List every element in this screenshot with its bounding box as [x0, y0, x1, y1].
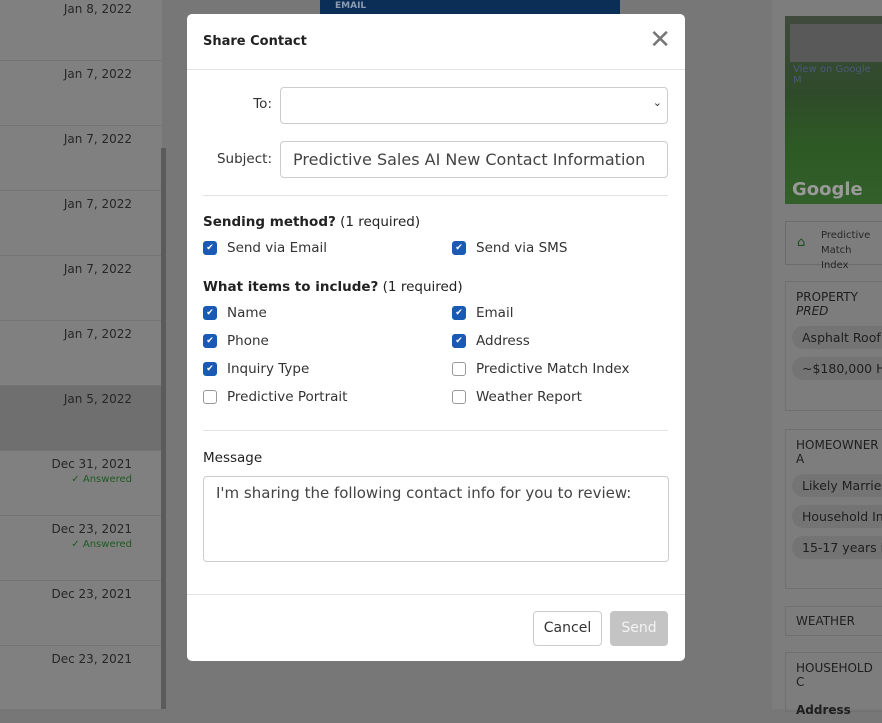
list-item-date: Jan 7, 2022 — [63, 262, 132, 276]
list-item[interactable]: Dec 23, 2021 — [0, 646, 162, 711]
list-item[interactable]: Jan 7, 2022 — [0, 321, 162, 386]
email-section-header: EMAIL — [320, 0, 620, 14]
list-item-date: Dec 31, 2021 — [51, 457, 132, 471]
subject-label: Subject: — [216, 151, 272, 167]
divider — [203, 195, 668, 196]
list-item-date: Jan 8, 2022 — [63, 2, 132, 16]
list-item[interactable]: Jan 7, 2022 — [0, 61, 162, 126]
list-item[interactable]: Jan 8, 2022 — [0, 0, 162, 61]
predictive-match-index-button[interactable]: ⌂ Predictive Match Index — [785, 221, 882, 271]
weather-card[interactable]: WEATHER — [785, 606, 882, 636]
message-textarea[interactable]: I'm sharing the following contact info f… — [203, 476, 669, 562]
checkbox-send-via-sms[interactable]: ✔ Send via SMS — [452, 240, 567, 256]
to-select[interactable]: ⌄ — [280, 87, 668, 124]
checkbox-unchecked-icon[interactable] — [452, 390, 466, 404]
send-button[interactable]: Send — [610, 611, 668, 646]
contact-list: Jan 8, 2022 Jan 7, 2022 Jan 7, 2022 Jan 7, … — [0, 0, 162, 711]
divider — [203, 430, 668, 431]
list-item-date: Jan 7, 2022 — [63, 327, 132, 341]
list-item[interactable]: Jan 7, 2022 — [0, 126, 162, 191]
checkbox-name[interactable]: ✔ Name — [203, 305, 267, 321]
view-on-google-maps-link[interactable]: View on Google M — [793, 64, 871, 86]
blurred-address — [790, 24, 882, 62]
checkbox-checked-icon[interactable]: ✔ — [203, 362, 217, 376]
checkbox-checked-icon[interactable]: ✔ — [203, 306, 217, 320]
close-icon[interactable]: ✕ — [649, 25, 671, 55]
checkbox-email[interactable]: ✔ Email — [452, 305, 513, 321]
list-scrollbar[interactable] — [161, 148, 166, 709]
checkbox-predictive-match-index[interactable]: Predictive Match Index — [452, 361, 629, 377]
checkbox-unchecked-icon[interactable] — [452, 362, 466, 376]
check-circle-icon: ✓ — [71, 539, 80, 550]
list-item-date: Dec 23, 2021 — [51, 587, 132, 601]
share-contact-modal: Share Contact ✕ To: ⌄ Subject: Predictiv… — [187, 14, 685, 661]
items-heading: What items to include? (1 required) — [203, 279, 463, 295]
property-card: PROPERTY PRED Asphalt Roof ~$180,000 Ho — [785, 281, 882, 411]
google-logo: Google — [792, 179, 863, 200]
checkbox-inquiry-type[interactable]: ✔ Inquiry Type — [203, 361, 309, 377]
homeowner-card: HOMEOWNER A Likely Marrie Household In 1… — [785, 429, 882, 589]
sending-method-heading: Sending method? (1 required) — [203, 214, 421, 230]
checkbox-checked-icon[interactable]: ✔ — [452, 334, 466, 348]
list-item-date: Jan 7, 2022 — [63, 67, 132, 81]
checkbox-checked-icon[interactable]: ✔ — [203, 334, 217, 348]
street-view-map[interactable]: View on Google M Google — [785, 16, 882, 204]
check-circle-icon: ✓ — [71, 474, 80, 485]
to-label: To: — [253, 96, 272, 112]
list-item-date: Dec 23, 2021 — [51, 522, 132, 536]
list-item-date: Dec 23, 2021 — [51, 652, 132, 666]
pill: Household In — [792, 505, 882, 528]
checkbox-predictive-portrait[interactable]: Predictive Portrait — [203, 389, 347, 405]
list-item-date: Jan 7, 2022 — [63, 132, 132, 146]
contact-details-panel: View on Google M Google ⌂ Predictive Mat… — [772, 0, 882, 717]
list-item-date: Jan 5, 2022 — [63, 392, 132, 406]
answered-status: ✓ Answered — [71, 539, 132, 550]
list-item[interactable]: Dec 23, 2021 — [0, 581, 162, 646]
list-item[interactable]: Jan 5, 2022 — [0, 386, 162, 451]
subject-input[interactable]: Predictive Sales AI New Contact Informat… — [280, 141, 668, 178]
list-item[interactable]: Dec 31, 2021 ✓ Answered — [0, 451, 162, 516]
pill: Asphalt Roof — [792, 326, 882, 349]
chevron-down-icon: ⌄ — [652, 96, 662, 109]
message-label: Message — [203, 450, 263, 466]
pill: ~$180,000 Ho — [792, 357, 882, 380]
checkbox-address[interactable]: ✔ Address — [452, 333, 530, 349]
checkbox-checked-icon[interactable]: ✔ — [452, 306, 466, 320]
pill: Likely Marrie — [792, 474, 882, 497]
pill: 15-17 years i — [792, 536, 882, 559]
checkbox-unchecked-icon[interactable] — [203, 390, 217, 404]
home-icon: ⌂ — [797, 235, 806, 250]
list-item[interactable]: Dec 23, 2021 ✓ Answered — [0, 516, 162, 581]
checkbox-send-via-email[interactable]: ✔ Send via Email — [203, 240, 327, 256]
checkbox-checked-icon[interactable]: ✔ — [203, 241, 217, 255]
list-item-date: Jan 7, 2022 — [63, 197, 132, 211]
checkbox-phone[interactable]: ✔ Phone — [203, 333, 269, 349]
list-item[interactable]: Jan 7, 2022 — [0, 191, 162, 256]
checkbox-weather-report[interactable]: Weather Report — [452, 389, 582, 405]
footer-divider — [187, 594, 685, 595]
household-card: HOUSEHOLD C Address — [785, 652, 882, 717]
checkbox-checked-icon[interactable]: ✔ — [452, 241, 466, 255]
answered-status: ✓ Answered — [71, 474, 132, 485]
cancel-button[interactable]: Cancel — [533, 611, 602, 646]
modal-title: Share Contact — [203, 34, 307, 49]
list-item[interactable]: Jan 7, 2022 — [0, 256, 162, 321]
